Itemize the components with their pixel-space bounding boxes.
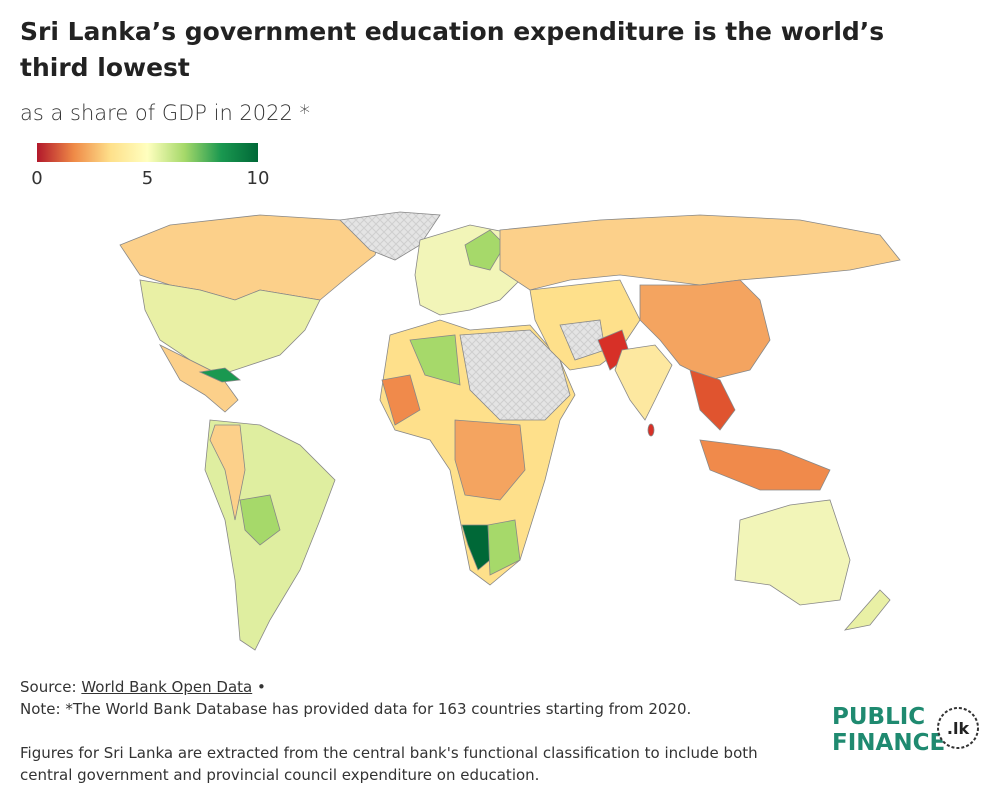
country	[647, 423, 655, 437]
subtitle: as a share of GDP in 2022 *	[20, 101, 311, 125]
country	[198, 367, 242, 383]
country	[499, 214, 901, 291]
country	[461, 524, 491, 571]
scale-tick-label: 0	[31, 168, 42, 189]
country	[639, 279, 771, 381]
country	[454, 419, 526, 501]
scale-tick-label: 10	[247, 168, 270, 189]
source-label: Source:	[20, 678, 77, 696]
logo-text: PUBLIC	[832, 704, 925, 730]
country	[459, 329, 571, 421]
country	[843, 589, 891, 631]
logo-badge-text: .lk	[947, 719, 970, 738]
country	[209, 424, 246, 521]
country	[699, 439, 831, 491]
color-scale	[37, 143, 258, 162]
separator: •	[257, 678, 266, 696]
logo-badge	[937, 707, 979, 749]
figures-note: Figures for Sri Lanka are extracted from…	[20, 744, 758, 784]
country	[689, 369, 736, 431]
country	[409, 334, 461, 386]
source-link[interactable]: World Bank Open Data	[81, 678, 253, 696]
logo: PUBLIC FINANCE .lk	[832, 704, 979, 756]
country	[614, 344, 673, 421]
source-line: Source: World Bank Open Data •	[20, 676, 800, 698]
country	[464, 229, 506, 271]
world-map	[119, 211, 901, 651]
country	[487, 519, 521, 576]
country	[381, 374, 421, 426]
note: Note: *The World Bank Database has provi…	[20, 700, 692, 718]
footer: Source: World Bank Open Data • Note: *Th…	[20, 676, 800, 786]
country	[239, 494, 281, 546]
title: Sri Lanka’s government education expendi…	[20, 17, 885, 82]
country	[158, 344, 239, 413]
country	[734, 499, 851, 606]
country	[139, 279, 321, 376]
logo-text: FINANCE	[832, 730, 945, 756]
scale-tick-label: 5	[142, 168, 153, 189]
map-figure: 0 5 10	[31, 143, 901, 651]
